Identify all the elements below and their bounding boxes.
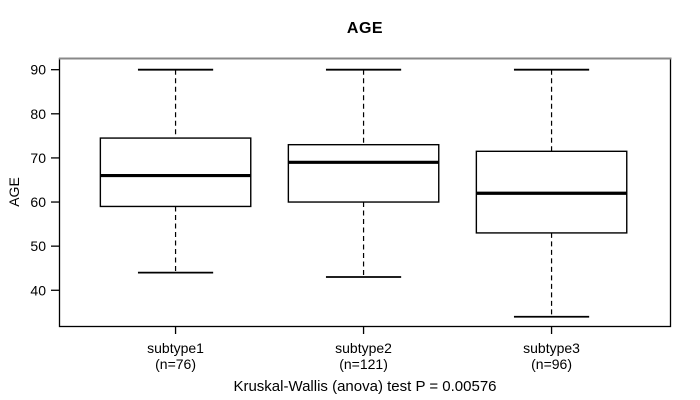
x-sublabel-subtype3: (n=96) [531, 356, 572, 372]
y-tick-label: 40 [30, 282, 46, 298]
y-tick-label: 50 [30, 238, 46, 254]
stat-test-annotation: Kruskal-Wallis (anova) test P = 0.00576 [233, 378, 497, 395]
x-sublabel-subtype2: (n=121) [339, 356, 388, 372]
y-tick-label: 60 [30, 194, 46, 210]
chart-title: AGE [346, 20, 384, 37]
x-label-subtype3: subtype3 [523, 340, 580, 356]
y-tick-label: 70 [30, 150, 46, 166]
y-tick-label: 80 [30, 106, 46, 122]
y-tick-label: 90 [30, 62, 46, 78]
x-label-subtype2: subtype2 [335, 340, 392, 356]
box-subtype2 [287, 143, 440, 203]
box-subtype1 [99, 137, 252, 208]
x-label-subtype1: subtype1 [147, 340, 204, 356]
x-sublabel-subtype1: (n=76) [155, 356, 196, 372]
